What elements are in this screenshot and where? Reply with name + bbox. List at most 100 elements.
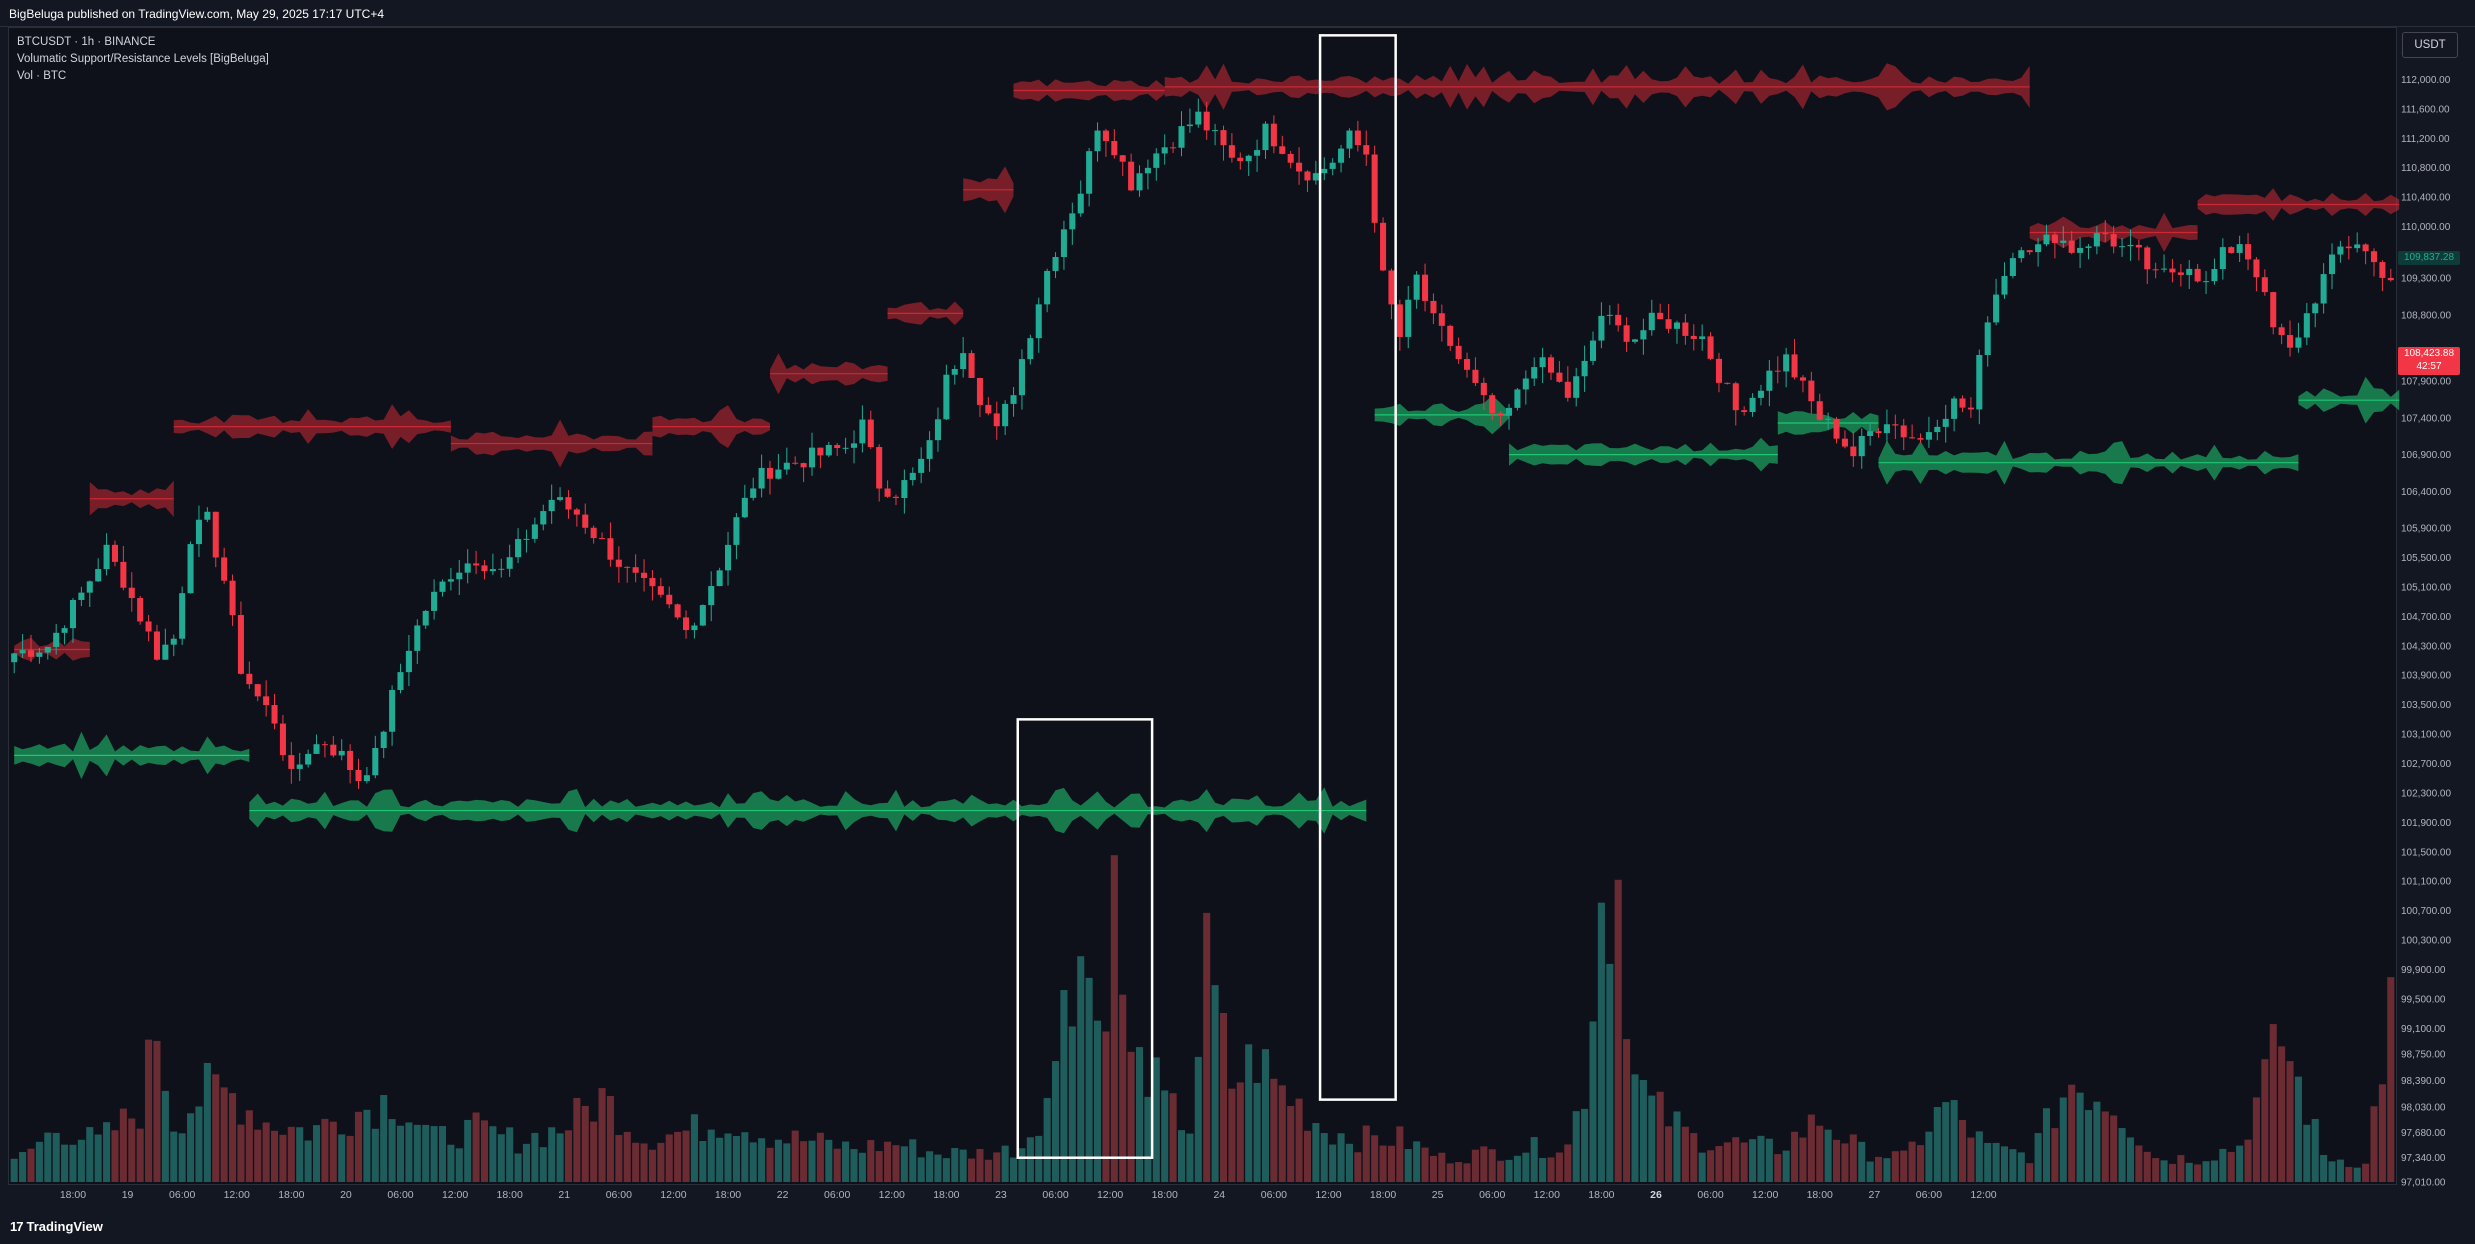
candle-body [1153,153,1160,168]
candle-body [1732,383,1739,411]
candle-body [1346,130,1353,149]
price-tick-label: 97,680.00 [2401,1128,2446,1139]
tradingview-logo[interactable]: 17 TradingView [10,1219,103,1234]
candle-body [1615,314,1622,326]
volume-bar [1295,1098,1303,1182]
candle-body [1086,151,1093,194]
volume-bar [1833,1139,1841,1182]
candle-body [1010,395,1017,404]
candle-body [2219,247,2226,270]
candle-body [2169,268,2176,273]
candle-body [489,569,496,572]
currency-button[interactable]: USDT [2402,32,2458,58]
volume-bar [1707,1150,1715,1182]
candle-body [170,638,177,645]
candle-body [321,744,328,746]
candle-body [1741,410,1748,412]
volume-bar [2009,1149,2017,1182]
candle-body [2354,244,2361,249]
volume-bar [1522,1152,1530,1182]
candle-body [1993,294,2000,323]
volume-bar [1446,1163,1454,1182]
tradingview-logo-icon: 17 [10,1219,24,1234]
candle-body [817,447,824,456]
time-tick-label: 18:00 [278,1189,304,1201]
volume-bar [724,1133,732,1182]
candle-body [867,419,874,448]
candle-body [1497,413,1504,416]
candle-body [1757,390,1764,398]
volume-bar [1379,1145,1387,1182]
candle-body [985,404,992,414]
candle-body [498,568,505,570]
volume-bar [354,1111,363,1182]
volume-bar [1253,1082,1261,1182]
volume-bar [1665,1126,1673,1182]
candle-body [909,472,916,481]
volume-bar [1396,1126,1404,1182]
volume-bar [2261,1059,2269,1182]
candle-body [103,544,110,570]
volume-bar [2185,1162,2193,1182]
volume-bar [774,1139,782,1182]
legend-indicator[interactable]: Volumatic Support/Resistance Levels [Big… [17,53,269,65]
legend-volume[interactable]: Vol · BTC [17,70,67,82]
candle-body [1967,407,1974,410]
volume-bar [858,1152,866,1182]
candle-body [2228,247,2235,253]
volume-bar [170,1131,178,1182]
volume-bar [590,1121,598,1182]
volume-bar [77,1139,85,1182]
candle-body [2085,246,2092,248]
volume-bar [1110,855,1118,1182]
volume-bar [2210,1160,2218,1182]
volume-bar [1211,985,1219,1182]
candle-body [850,443,858,448]
volume-bar [1429,1155,1437,1182]
volume-bar [254,1129,262,1182]
candle-body [1867,431,1874,437]
volume-bar [111,1130,119,1182]
volume-bar [161,1090,169,1182]
volume-bar [1749,1139,1757,1182]
candle-body [2203,281,2210,283]
price-tick-label: 99,900.00 [2401,965,2446,976]
volume-bar [632,1142,640,1182]
volume-bar [808,1140,816,1182]
volume-bar [909,1139,917,1182]
candle-body [1195,111,1202,125]
volume-bar [480,1120,489,1182]
volume-bar [145,1039,153,1182]
candle-body [2119,246,2126,248]
time-tick-label: 12:00 [1097,1189,1123,1201]
volume-bar [438,1126,447,1182]
candle-body [2093,233,2100,247]
legend-symbol[interactable]: BTCUSDT · 1h · BINANCE [17,36,156,48]
candle-body [1212,130,1219,132]
candle-body [86,581,93,593]
candle-body [179,593,186,639]
volume-bar [2068,1084,2076,1182]
chart-pane[interactable] [8,27,2397,1185]
candle-body [1573,376,1580,398]
volume-bar [1219,1012,1228,1182]
candle-body [128,587,135,599]
candle-body [1581,360,1588,377]
volume-bar [682,1130,690,1182]
candle-body [775,469,782,479]
candle-body [960,353,967,369]
volume-bar [497,1134,505,1182]
candle-body [1447,325,1454,346]
candle-body [2303,313,2310,338]
candle-body [2077,247,2084,253]
volume-bar [1152,1057,1160,1182]
candle-body [1438,313,1445,326]
price-tick-label: 98,750.00 [2401,1050,2446,1061]
candle-body [221,557,228,581]
volume-bar [1194,1056,1202,1182]
volume-bar [1085,977,1093,1182]
volume-bar [1656,1091,1664,1182]
candle-body [1052,256,1059,271]
candle-body [1934,426,1941,433]
